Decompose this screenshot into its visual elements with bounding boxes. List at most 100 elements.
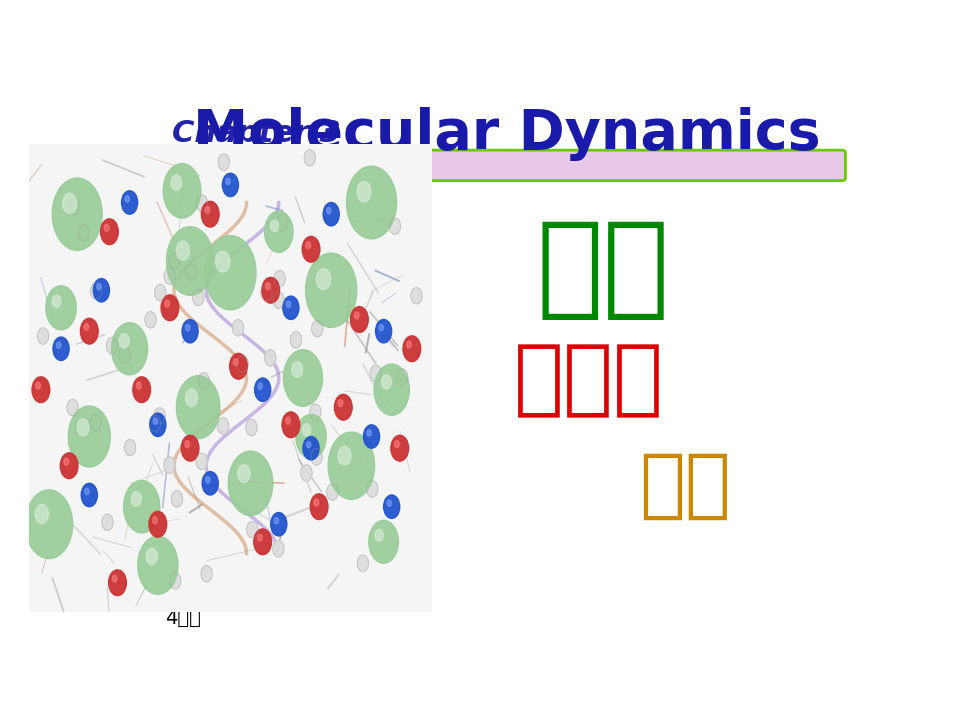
Circle shape: [310, 404, 321, 420]
Circle shape: [137, 536, 178, 594]
Circle shape: [271, 513, 287, 536]
Circle shape: [314, 499, 319, 506]
Circle shape: [122, 191, 137, 215]
Circle shape: [226, 179, 230, 184]
Circle shape: [296, 415, 326, 459]
Circle shape: [364, 425, 379, 448]
Circle shape: [302, 423, 311, 436]
Circle shape: [132, 492, 141, 506]
Circle shape: [84, 323, 89, 330]
Circle shape: [101, 219, 118, 245]
Circle shape: [347, 166, 396, 239]
Circle shape: [169, 253, 180, 269]
Circle shape: [111, 323, 148, 375]
Circle shape: [93, 279, 109, 302]
Circle shape: [258, 383, 262, 390]
Circle shape: [312, 320, 323, 337]
Circle shape: [203, 472, 218, 495]
Circle shape: [182, 320, 198, 343]
Circle shape: [306, 441, 311, 448]
Circle shape: [395, 441, 399, 448]
Circle shape: [196, 195, 207, 211]
Circle shape: [233, 359, 238, 366]
Circle shape: [119, 333, 130, 348]
Circle shape: [407, 341, 412, 348]
Circle shape: [396, 369, 408, 385]
Circle shape: [391, 436, 409, 461]
Circle shape: [36, 382, 40, 389]
Circle shape: [68, 199, 80, 215]
Circle shape: [369, 521, 398, 563]
Circle shape: [202, 202, 219, 227]
Circle shape: [193, 289, 204, 305]
Circle shape: [223, 174, 238, 197]
Circle shape: [205, 207, 210, 214]
Circle shape: [371, 365, 381, 382]
Circle shape: [257, 534, 262, 541]
Circle shape: [102, 514, 113, 531]
Circle shape: [379, 325, 383, 331]
Circle shape: [310, 494, 328, 520]
Circle shape: [271, 220, 278, 231]
Circle shape: [46, 286, 76, 330]
Circle shape: [125, 196, 130, 202]
Circle shape: [292, 361, 302, 377]
Circle shape: [161, 295, 179, 320]
Circle shape: [238, 464, 251, 482]
Text: 基础: 基础: [639, 449, 732, 523]
Circle shape: [275, 518, 278, 524]
Circle shape: [52, 295, 60, 307]
Circle shape: [53, 337, 69, 361]
Circle shape: [374, 364, 409, 415]
Circle shape: [237, 356, 249, 372]
Circle shape: [82, 483, 97, 507]
Circle shape: [367, 430, 372, 436]
Circle shape: [205, 477, 210, 483]
Circle shape: [112, 575, 117, 582]
Circle shape: [286, 301, 291, 307]
Circle shape: [177, 376, 220, 438]
Circle shape: [326, 484, 338, 500]
Circle shape: [177, 241, 190, 261]
Circle shape: [163, 163, 201, 218]
Circle shape: [166, 227, 214, 295]
Circle shape: [247, 521, 258, 538]
Circle shape: [64, 458, 69, 465]
Circle shape: [107, 338, 118, 354]
Circle shape: [274, 271, 285, 287]
Circle shape: [283, 296, 299, 320]
Circle shape: [84, 488, 89, 495]
Circle shape: [290, 332, 301, 348]
Circle shape: [62, 193, 77, 213]
Circle shape: [262, 277, 279, 303]
Circle shape: [196, 454, 207, 469]
FancyBboxPatch shape: [138, 150, 846, 181]
Circle shape: [375, 320, 392, 343]
Circle shape: [232, 320, 244, 336]
Circle shape: [185, 325, 190, 331]
Circle shape: [36, 504, 49, 523]
Circle shape: [81, 318, 98, 344]
Circle shape: [155, 284, 166, 301]
Circle shape: [171, 175, 181, 190]
Circle shape: [306, 242, 311, 248]
Circle shape: [125, 439, 135, 456]
Circle shape: [145, 312, 156, 328]
Circle shape: [283, 350, 323, 406]
Circle shape: [390, 218, 400, 234]
Circle shape: [334, 395, 352, 420]
Circle shape: [324, 202, 339, 226]
Circle shape: [303, 436, 319, 460]
Circle shape: [204, 235, 256, 310]
Circle shape: [25, 490, 73, 559]
Circle shape: [165, 300, 170, 307]
Circle shape: [185, 441, 190, 448]
Circle shape: [328, 432, 374, 500]
Circle shape: [153, 517, 157, 523]
Circle shape: [124, 480, 159, 533]
Circle shape: [164, 268, 176, 284]
Circle shape: [350, 307, 369, 333]
Circle shape: [201, 566, 212, 582]
Text: Molecular Dynamics: Molecular Dynamics: [193, 107, 821, 161]
Circle shape: [357, 181, 371, 202]
